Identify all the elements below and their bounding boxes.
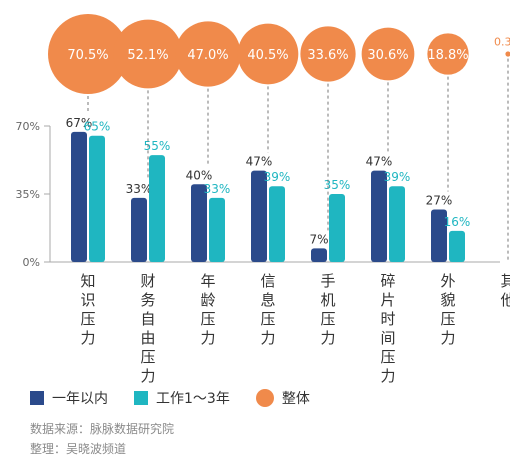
- category-label-5-char-1: 片: [380, 291, 395, 309]
- legend-swatch-overall: [255, 389, 274, 407]
- bar-series2-1: [149, 155, 165, 262]
- category-label-6-char-2: 压: [440, 310, 455, 328]
- bar-label-series2-6: 16%: [444, 215, 471, 229]
- overall-circle-1: [113, 19, 183, 89]
- category-label-1-char-0: 财: [140, 272, 155, 290]
- bar-series2-4: [329, 194, 345, 262]
- category-label-1-char-4: 压: [140, 348, 155, 366]
- overall-label-0: 70.5%: [67, 48, 108, 63]
- category-label-6-char-3: 力: [440, 329, 455, 347]
- bar-series1-1: [131, 197, 147, 262]
- bar-series1-4: [311, 248, 327, 262]
- category-label-5-char-5: 力: [380, 367, 395, 385]
- overall-circle-6: [427, 33, 469, 75]
- bar-label-series2-0: 65%: [84, 120, 111, 134]
- category-label-0-char-3: 力: [80, 329, 95, 347]
- category-label-0-char-0: 知: [80, 272, 95, 290]
- category-label-5-char-3: 间: [380, 329, 395, 347]
- overall-circle-4: [300, 26, 356, 82]
- category-label-0-char-1: 识: [80, 291, 95, 309]
- bar-series1-0: [71, 131, 87, 262]
- bar-label-series1-4: 7%: [309, 232, 328, 246]
- legend-swatch-series1: [30, 391, 44, 405]
- category-label-3-char-2: 压: [260, 310, 275, 328]
- legend-item-series2: 工作1～3年: [134, 388, 230, 408]
- bar-series2-0: [89, 135, 105, 262]
- category-label-5-char-0: 碎: [380, 272, 395, 290]
- category-label-1-char-2: 自: [140, 310, 155, 328]
- overall-circle-0: [48, 14, 128, 94]
- bar-series2-5: [389, 186, 405, 262]
- category-label-7-char-1: 他: [500, 291, 510, 309]
- category-label-4-char-3: 力: [320, 329, 335, 347]
- bar-label-series1-3: 47%: [246, 155, 273, 169]
- bar-label-series1-1: 33%: [126, 182, 153, 196]
- overall-label-5: 30.6%: [367, 48, 408, 63]
- bar-label-series2-4: 35%: [324, 178, 351, 192]
- category-label-5-char-2: 时: [380, 310, 395, 328]
- legend: 一年以内 工作1～3年 整体: [30, 388, 336, 408]
- category-label-6-char-1: 貌: [440, 291, 455, 309]
- bar-label-series2-2: 33%: [204, 182, 231, 196]
- bar-series2-2: [209, 197, 225, 262]
- category-label-0-char-2: 压: [80, 310, 95, 328]
- bar-label-series1-2: 40%: [186, 168, 213, 182]
- category-label-2-char-2: 压: [200, 310, 215, 328]
- bar-label-series2-1: 55%: [144, 139, 171, 153]
- category-label-4-char-0: 手: [320, 272, 335, 290]
- overall-label-6: 18.8%: [427, 48, 468, 63]
- bar-label-series2-5: 39%: [384, 170, 411, 184]
- legend-label-series2: 工作1～3年: [156, 391, 230, 407]
- editor-note: 整理：吴晓波频道: [30, 442, 127, 456]
- category-label-3-char-3: 力: [260, 329, 275, 347]
- bar-series1-2: [191, 184, 207, 262]
- legend-label-overall: 整体: [281, 391, 310, 407]
- legend-item-overall: 整体: [255, 388, 310, 408]
- category-label-5-char-4: 压: [380, 348, 395, 366]
- category-label-6-char-0: 外: [440, 272, 455, 290]
- bar-label-series1-6: 27%: [426, 194, 453, 208]
- overall-label-7: 0.3%: [494, 35, 510, 48]
- bar-label-series1-5: 47%: [366, 155, 393, 169]
- y-tick-label-0: 70%: [16, 120, 40, 133]
- overall-circle-5: [361, 27, 415, 81]
- overall-label-4: 33.6%: [307, 48, 348, 63]
- overall-circle-7: [505, 51, 510, 57]
- category-label-3-char-1: 息: [260, 291, 275, 309]
- bar-label-series1-0: 67%: [66, 116, 93, 130]
- overall-circle-2: [175, 21, 241, 87]
- category-label-2-char-3: 力: [200, 329, 215, 347]
- category-label-4-char-1: 机: [320, 291, 335, 309]
- legend-swatch-series2: [134, 391, 148, 405]
- overall-circle-3: [237, 23, 299, 85]
- category-label-1-char-3: 由: [140, 329, 155, 347]
- category-label-4-char-2: 压: [320, 310, 335, 328]
- category-label-2-char-0: 年: [200, 272, 215, 290]
- y-tick-label-2: 0%: [23, 256, 40, 269]
- legend-label-series1: 一年以内: [52, 391, 108, 407]
- category-label-2-char-1: 龄: [200, 291, 215, 309]
- category-label-1-char-5: 力: [140, 367, 155, 385]
- bar-series2-3: [269, 186, 285, 262]
- y-tick-label-1: 35%: [16, 188, 40, 201]
- bar-series1-5: [371, 170, 387, 262]
- bar-series1-3: [251, 170, 267, 262]
- overall-label-2: 47.0%: [187, 48, 228, 63]
- legend-item-series1: 一年以内: [30, 388, 108, 408]
- category-label-7-char-0: 其: [500, 272, 510, 290]
- bar-series2-6: [449, 230, 465, 262]
- category-label-1-char-1: 务: [140, 291, 155, 309]
- bar-series1-6: [431, 209, 447, 262]
- category-label-3-char-0: 信: [260, 272, 275, 290]
- source-note: 数据来源：脉脉数据研究院: [30, 422, 175, 436]
- bar-label-series2-3: 39%: [264, 170, 291, 184]
- overall-label-3: 40.5%: [247, 48, 288, 63]
- overall-label-1: 52.1%: [127, 48, 168, 63]
